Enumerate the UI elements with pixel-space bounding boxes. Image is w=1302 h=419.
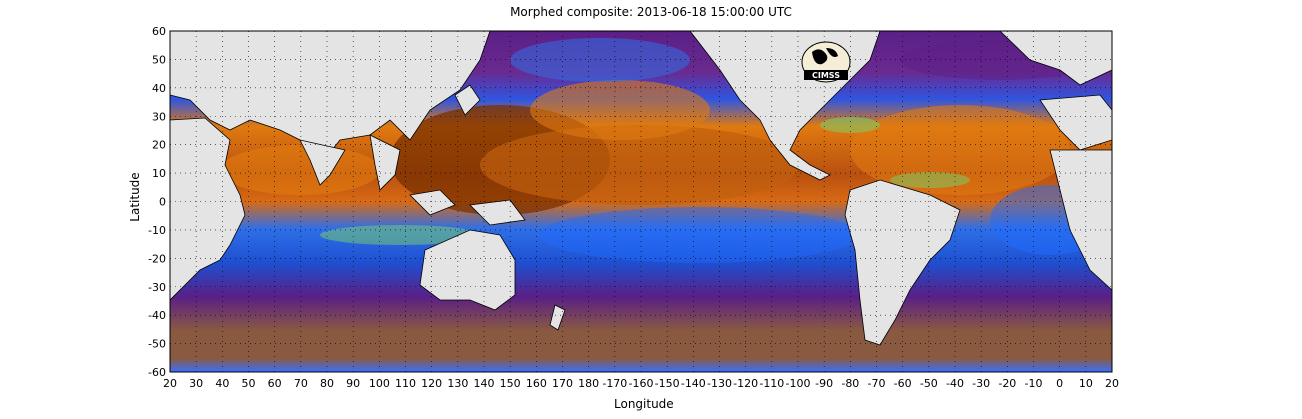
x-tick-label: -40 — [946, 377, 964, 390]
land-masses — [170, 31, 1112, 346]
y-axis-label: Latitude — [128, 172, 142, 222]
x-tick-label: 110 — [395, 377, 416, 390]
x-tick-label: 120 — [421, 377, 442, 390]
x-tick-label: -10 — [1025, 377, 1043, 390]
x-tick-label: -170 — [602, 377, 627, 390]
y-tick-label: -10 — [148, 224, 166, 237]
x-tick-label: -100 — [786, 377, 811, 390]
x-tick-label: 60 — [268, 377, 282, 390]
x-tick-label: -80 — [841, 377, 859, 390]
x-tick-label: 50 — [242, 377, 256, 390]
x-tick-label: 40 — [215, 377, 229, 390]
x-tick-label: 20 — [163, 377, 177, 390]
y-tick-label: -30 — [148, 281, 166, 294]
x-tick-label: 150 — [500, 377, 521, 390]
x-tick-label: 20 — [1105, 377, 1119, 390]
x-tick-label: -130 — [707, 377, 732, 390]
x-tick-label: 130 — [447, 377, 468, 390]
x-tick-label: -60 — [894, 377, 912, 390]
x-tick-label: -140 — [681, 377, 706, 390]
x-tick-label: 30 — [189, 377, 203, 390]
x-tick-label: 170 — [552, 377, 573, 390]
x-tick-label: -120 — [733, 377, 758, 390]
x-tick-label: 0 — [1056, 377, 1063, 390]
y-tick-label: 40 — [152, 82, 166, 95]
x-tick-label: 90 — [346, 377, 360, 390]
y-tick-label: -50 — [148, 338, 166, 351]
x-tick-label: -50 — [920, 377, 938, 390]
figure-title: Morphed composite: 2013-06-18 15:00:00 U… — [510, 5, 792, 19]
y-tick-label: 30 — [152, 110, 166, 123]
x-tick-label: -70 — [868, 377, 886, 390]
x-tick-label: 80 — [320, 377, 334, 390]
y-tick-label: 60 — [152, 25, 166, 38]
x-tick-label: 160 — [526, 377, 547, 390]
y-tick-label: -40 — [148, 309, 166, 322]
x-tick-label: -30 — [972, 377, 990, 390]
x-tick-label: 100 — [369, 377, 390, 390]
x-tick-labels: 20 30 40 50 60 70 80 90 100 110 120 130 140 150 160 170… — [163, 377, 1119, 390]
x-tick-label: -160 — [629, 377, 654, 390]
x-tick-label: 180 — [578, 377, 599, 390]
y-tick-label: 20 — [152, 139, 166, 152]
logo-text: CIMSS — [812, 71, 840, 80]
y-tick-label: 50 — [152, 53, 166, 66]
y-tick-label: 0 — [159, 196, 166, 209]
grid-lines — [170, 31, 1112, 372]
y-tick-labels: 60 50 40 30 20 10 0 -10 -20 -30 -40 -50 -60 — [148, 25, 166, 379]
x-tick-label: -150 — [655, 377, 680, 390]
x-axis-label: Longitude — [614, 397, 674, 411]
y-tick-label: 10 — [152, 167, 166, 180]
x-tick-label: 140 — [474, 377, 495, 390]
x-tick-label: -110 — [759, 377, 784, 390]
x-tick-label: -90 — [815, 377, 833, 390]
x-tick-label: -20 — [998, 377, 1016, 390]
x-tick-label: 10 — [1079, 377, 1093, 390]
y-tick-label: -20 — [148, 252, 166, 265]
cimss-logo: CIMSS — [800, 40, 852, 86]
x-tick-label: 70 — [294, 377, 308, 390]
y-tick-label: -60 — [148, 366, 166, 379]
